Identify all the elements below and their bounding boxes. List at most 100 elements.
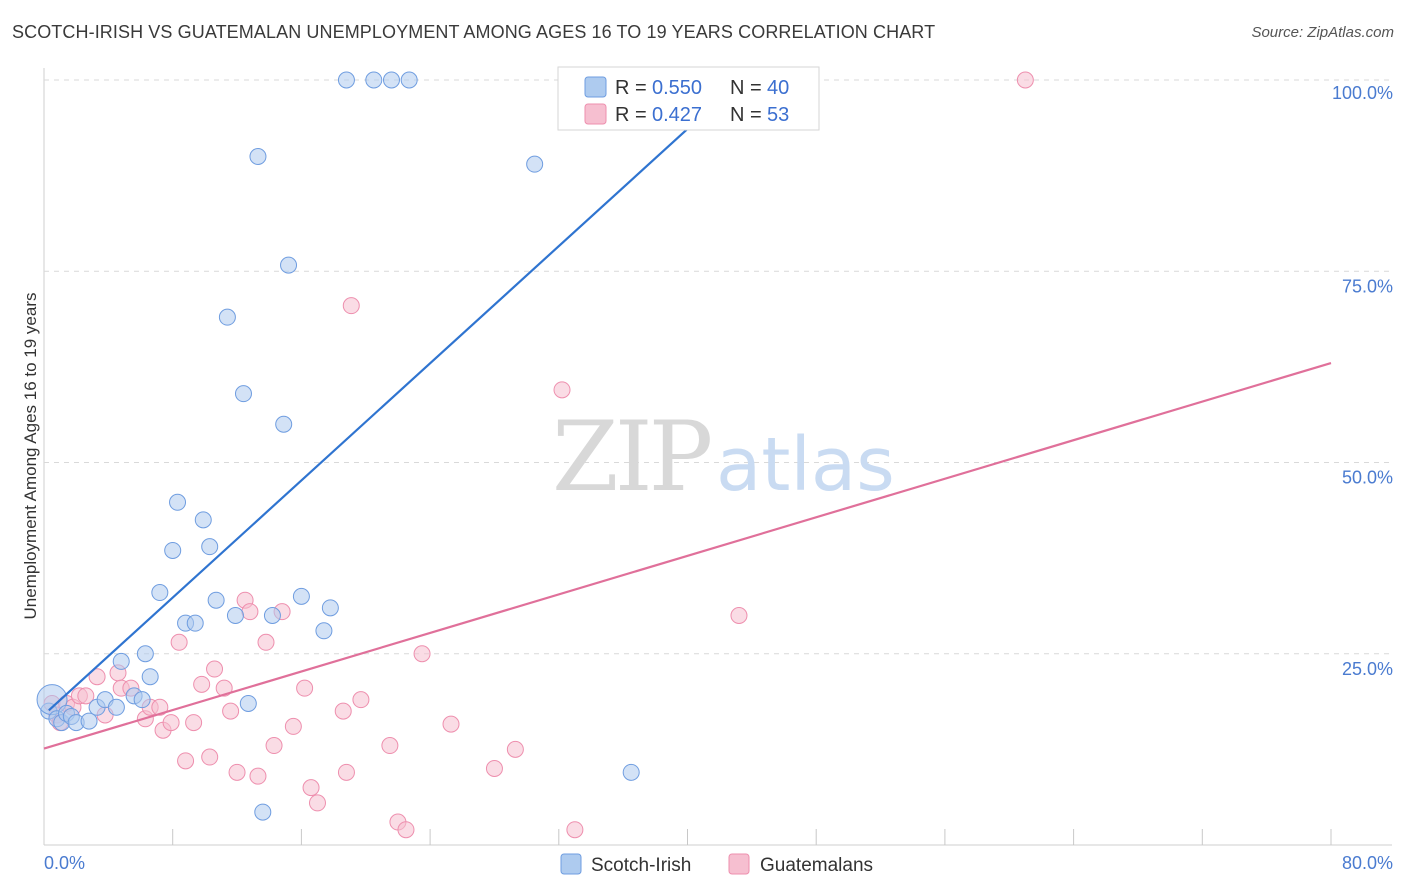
guatemalans-point	[206, 660, 224, 678]
guatemalans-point	[442, 715, 460, 733]
guatemalans-point	[334, 702, 352, 720]
y-tick-label: 75.0%	[1342, 276, 1393, 296]
legend-r-label-blue: R =	[615, 77, 652, 99]
legend-r-label-pink: R =	[615, 104, 652, 126]
scotch-irish-point	[141, 668, 159, 686]
guatemalans-point	[265, 737, 283, 755]
legend-n-label-blue: N =	[730, 77, 767, 99]
scotch-irish-points	[36, 71, 640, 821]
scotch-irish-point	[275, 415, 293, 433]
guatemalans-point	[88, 668, 106, 686]
guatemalans-point	[296, 679, 314, 697]
scotch-irish-point	[112, 652, 130, 670]
grid	[44, 79, 1392, 655]
scotch-irish-point	[337, 71, 355, 89]
scotch-irish-point	[622, 763, 640, 781]
guatemalans-point	[257, 633, 275, 651]
scotch-irish-point	[218, 308, 236, 326]
scotch-irish-point	[239, 694, 257, 712]
guatemalans-point	[302, 779, 320, 797]
guatemalans-point	[193, 675, 211, 693]
legend-n-value-pink: 53	[767, 104, 789, 126]
scotch-irish-point	[226, 607, 244, 624]
guatemalans-point	[170, 633, 188, 651]
chart-title: SCOTCH-IRISH VS GUATEMALAN UNEMPLOYMENT …	[12, 22, 936, 42]
guatemalans-point	[553, 381, 571, 399]
x-axis-ticks	[172, 829, 1332, 845]
scotch-irish-point	[321, 599, 339, 617]
y-tick-labels: 25.0% 50.0% 75.0% 100.0%	[1332, 83, 1393, 679]
guatemalans-point	[566, 821, 584, 839]
guatemalans-point	[485, 760, 503, 777]
scotch-irish-point	[400, 71, 418, 89]
legend-swatch-blue	[584, 76, 607, 98]
scotch-irish-point	[263, 607, 281, 624]
guatemalans-point	[151, 698, 169, 716]
guatemalans-point	[222, 702, 240, 720]
y-tick-label: 50.0%	[1342, 468, 1393, 488]
scotch-irish-point	[207, 591, 225, 609]
chart-source: Source: ZipAtlas.com	[1251, 24, 1394, 41]
guatemalans-point	[506, 740, 524, 758]
scotch-irish-point	[292, 587, 310, 605]
guatemalans-point	[381, 737, 399, 755]
guatemalans-point	[1016, 71, 1034, 89]
guatemalans-point	[413, 645, 431, 663]
guatemalans-point	[284, 717, 302, 735]
bottom-legend-label-blue: Scotch-Irish	[591, 855, 691, 876]
scotch-irish-point	[80, 712, 98, 730]
bottom-legend-swatch-pink	[728, 853, 750, 875]
scotch-irish-point	[186, 614, 204, 632]
guatemalans-point	[177, 752, 195, 770]
legend: R = 0.550 N = 40 R = 0.427 N = 53	[557, 66, 820, 131]
scotch-irish-point	[249, 148, 267, 165]
y-tick-label: 25.0%	[1342, 659, 1393, 679]
bottom-legend-swatch-blue	[560, 853, 582, 875]
guatemalans-point	[337, 763, 355, 781]
legend-r-value-pink: 0.427	[652, 104, 702, 126]
guatemalans-point	[342, 297, 360, 315]
guatemalans-point	[730, 607, 748, 624]
trend-lines	[43, 128, 1332, 750]
y-axis-label: Unemployment Among Ages 16 to 19 years	[21, 293, 40, 620]
scotch-irish-point	[365, 71, 383, 89]
guatemalans-point	[215, 679, 233, 697]
guatemalans-point	[228, 763, 246, 781]
scotch-irish-point	[164, 541, 182, 559]
guatemalans-point	[397, 821, 415, 839]
legend-n-label-pink: N =	[730, 104, 767, 126]
x-tick-label-min: 0.0%	[44, 853, 85, 873]
guatemalans-point	[185, 714, 203, 732]
legend-n-value-blue: 40	[767, 77, 789, 99]
guatemalans-point	[241, 603, 259, 621]
scotch-irish-point	[194, 511, 212, 529]
guatemalans-point	[201, 748, 219, 766]
legend-swatch-pink	[584, 103, 607, 125]
watermark-atlas: atlas	[716, 422, 895, 508]
scotch-irish-point	[133, 691, 151, 709]
guatemalans-point	[77, 687, 95, 705]
guatemalans-point	[162, 714, 180, 732]
scotch-irish-point	[136, 645, 154, 663]
scotch-irish-point	[107, 698, 125, 716]
scotch-irish-point	[526, 155, 544, 173]
scotch-irish-point	[280, 256, 298, 274]
scotch-irish-point	[382, 71, 400, 89]
scotch-irish-point	[151, 584, 169, 602]
x-tick-label-max: 80.0%	[1342, 853, 1393, 873]
scotch-irish-point	[201, 538, 219, 556]
scotch-irish-point	[254, 803, 272, 821]
y-tick-label: 100.0%	[1332, 83, 1393, 103]
bottom-legend: Scotch-Irish Guatemalans	[560, 853, 873, 876]
legend-r-value-blue: 0.550	[652, 77, 702, 99]
scotch-irish-point	[315, 622, 333, 640]
bottom-legend-label-pink: Guatemalans	[760, 855, 873, 876]
guatemalans-point	[249, 767, 267, 785]
guatemalans-point	[308, 794, 326, 812]
guatemalans-point	[352, 691, 370, 709]
scotch-irish-point	[169, 493, 187, 511]
guatemalans-trend-line	[43, 361, 1332, 750]
scotch-irish-point	[234, 385, 252, 403]
scotch-irish-trend-line	[48, 128, 689, 712]
